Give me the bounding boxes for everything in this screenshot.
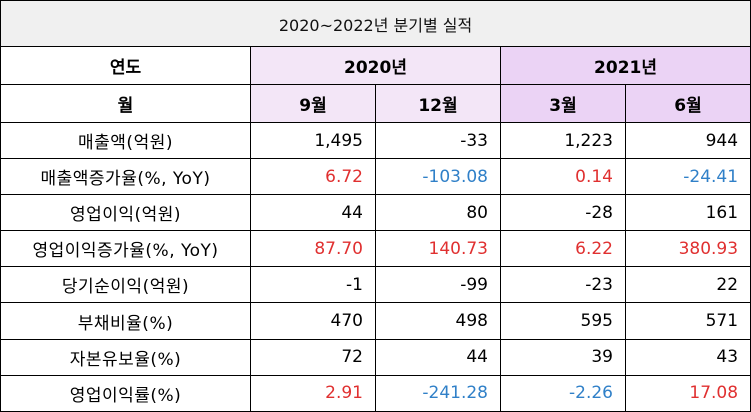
row-label: 매출액(억원): [0, 121, 251, 160]
value-cell: 22: [624, 266, 751, 304]
table-row: 부채비율(%) 470 498 595 571: [0, 302, 751, 340]
year-header-label: 연도: [0, 46, 251, 85]
value-cell: 43: [624, 338, 751, 376]
row-label: 부채비율(%): [0, 302, 251, 340]
value-cell: 6.22: [500, 230, 626, 268]
row-label: 당기순이익(억원): [0, 266, 251, 304]
value-cell: 6.72: [250, 158, 376, 196]
value-cell: -23: [500, 266, 626, 304]
value-cell: 140.73: [375, 230, 501, 268]
year-2021-header: 2021년: [499, 46, 751, 85]
value-cell: 595: [500, 302, 626, 340]
value-cell: 944: [624, 121, 751, 160]
value-cell: 2.91: [250, 374, 376, 412]
value-cell: 380.93: [624, 230, 751, 268]
value-cell: -103.08: [375, 158, 501, 196]
value-cell: 498: [375, 302, 501, 340]
value-cell: 17.08: [624, 374, 751, 412]
value-cell: 1,223: [500, 121, 626, 160]
month-header-label: 월: [0, 84, 251, 123]
value-cell: 1,495: [250, 121, 376, 160]
value-cell: 87.70: [250, 230, 376, 268]
value-cell: 44: [250, 194, 376, 232]
value-cell: 39: [500, 338, 626, 376]
title-row: 2020~2022년 분기별 실적: [0, 0, 751, 47]
value-cell: 571: [624, 302, 751, 340]
value-cell: -24.41: [624, 158, 751, 196]
table-row: 자본유보율(%) 72 44 39 43: [0, 338, 751, 376]
table-title: 2020~2022년 분기별 실적: [0, 0, 751, 47]
quarter-header: 12월: [375, 84, 501, 123]
quarter-header: 9월: [250, 84, 376, 123]
row-label: 영업이익(억원): [0, 194, 251, 232]
row-label: 영업이익증가율(%, YoY): [0, 230, 251, 268]
quarter-header: 3월: [500, 84, 626, 123]
row-label: 자본유보율(%): [0, 338, 251, 376]
value-cell: -33: [375, 121, 501, 160]
month-header-row: 월 9월 12월 3월 6월: [0, 84, 751, 123]
value-cell: -241.28: [375, 374, 501, 412]
value-cell: 44: [375, 338, 501, 376]
table-row: 매출액(억원) 1,495 -33 1,223 944: [0, 121, 751, 160]
row-label: 매출액증가율(%, YoY): [0, 158, 251, 196]
year-header-row: 연도 2020년 2021년: [0, 46, 751, 85]
value-cell: 0.14: [500, 158, 626, 196]
quarter-header: 6월: [624, 84, 751, 123]
value-cell: -99: [375, 266, 501, 304]
value-cell: -2.26: [500, 374, 626, 412]
value-cell: -28: [500, 194, 626, 232]
table-row: 영업이익(억원) 44 80 -28 161: [0, 194, 751, 232]
value-cell: 72: [250, 338, 376, 376]
value-cell: 80: [375, 194, 501, 232]
table-row: 당기순이익(억원) -1 -99 -23 22: [0, 266, 751, 304]
value-cell: 470: [250, 302, 376, 340]
row-label: 영업이익률(%): [0, 374, 251, 412]
year-2020-header: 2020년: [250, 46, 501, 85]
value-cell: 161: [624, 194, 751, 232]
table-row: 영업이익률(%) 2.91 -241.28 -2.26 17.08: [0, 374, 751, 412]
value-cell: -1: [250, 266, 376, 304]
table-row: 매출액증가율(%, YoY) 6.72 -103.08 0.14 -24.41: [0, 158, 751, 196]
table-row: 영업이익증가율(%, YoY) 87.70 140.73 6.22 380.93: [0, 230, 751, 268]
